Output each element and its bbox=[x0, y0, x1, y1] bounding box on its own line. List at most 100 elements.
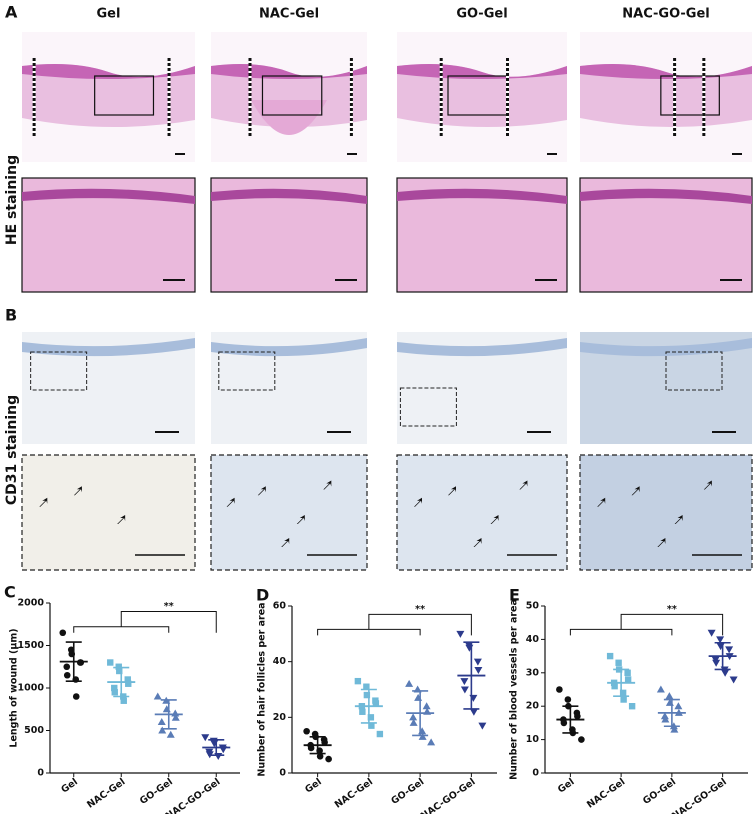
point bbox=[674, 702, 683, 710]
arrow bbox=[414, 497, 422, 507]
point bbox=[427, 738, 436, 746]
significance-label: ** bbox=[415, 604, 425, 615]
point bbox=[63, 671, 71, 679]
roi-box bbox=[399, 387, 457, 427]
column-header: Gel bbox=[97, 7, 121, 22]
point bbox=[473, 658, 482, 666]
y-tick-label: 20 bbox=[273, 712, 287, 723]
point bbox=[564, 696, 572, 703]
point bbox=[59, 629, 67, 637]
significance-bracket bbox=[73, 611, 217, 633]
column-header: NAC-GO-Gel bbox=[622, 7, 709, 22]
roi-box bbox=[261, 75, 323, 116]
y-tick-label: 0 bbox=[279, 768, 286, 779]
point bbox=[660, 712, 669, 720]
point bbox=[469, 708, 478, 716]
arrow bbox=[281, 538, 290, 547]
y-tick-label: 50 bbox=[526, 601, 540, 612]
point bbox=[721, 669, 730, 677]
y-tick-label: 30 bbox=[526, 667, 540, 678]
y-tick-label: 0 bbox=[37, 768, 44, 779]
column-header: NAC-Gel bbox=[259, 7, 319, 22]
panel-label: C bbox=[4, 583, 16, 602]
point bbox=[460, 678, 469, 686]
x-tick-label: NAC-Gel bbox=[585, 776, 627, 810]
arrow bbox=[703, 480, 712, 490]
point bbox=[158, 726, 167, 734]
point bbox=[615, 659, 622, 666]
x-tick-label: NAC-Gel bbox=[333, 776, 375, 810]
column-header: GO-Gel bbox=[456, 7, 507, 22]
point bbox=[729, 676, 738, 684]
arrow bbox=[519, 480, 528, 490]
arrow bbox=[73, 486, 82, 496]
significance-label: ** bbox=[164, 601, 174, 612]
x-tick-label: GO-Gel bbox=[138, 776, 175, 807]
point bbox=[712, 659, 721, 667]
point bbox=[422, 702, 431, 710]
tissue bbox=[22, 64, 195, 128]
point bbox=[354, 677, 362, 685]
point bbox=[606, 652, 614, 660]
epidermis bbox=[22, 188, 195, 204]
point bbox=[316, 753, 324, 760]
point bbox=[478, 722, 487, 730]
point bbox=[418, 732, 427, 740]
point bbox=[153, 692, 162, 700]
x-tick-label: Gel bbox=[59, 776, 80, 795]
significance-bracket bbox=[569, 613, 724, 636]
point bbox=[359, 708, 366, 715]
point bbox=[670, 725, 679, 733]
cd31-zoom bbox=[210, 454, 368, 571]
y-tick-label: 1500 bbox=[18, 640, 45, 651]
point bbox=[716, 636, 725, 644]
arrow bbox=[473, 538, 482, 547]
point bbox=[107, 659, 114, 666]
arrow bbox=[597, 497, 606, 507]
point bbox=[556, 686, 563, 693]
x-tick-label: Gel bbox=[556, 776, 577, 795]
point bbox=[125, 680, 132, 687]
cd31-zoom bbox=[396, 454, 568, 571]
point bbox=[166, 730, 175, 738]
arrow bbox=[226, 497, 235, 507]
roi-box bbox=[30, 351, 88, 391]
y-axis-label: Length of wound (μm) bbox=[9, 628, 20, 747]
point bbox=[115, 663, 122, 670]
roi-box bbox=[218, 351, 276, 391]
point bbox=[665, 692, 674, 700]
point bbox=[120, 697, 127, 704]
cd31-zoom bbox=[21, 454, 196, 571]
point bbox=[624, 676, 632, 683]
tissue bbox=[580, 64, 752, 128]
point bbox=[307, 744, 315, 752]
epidermis bbox=[580, 188, 752, 204]
panel-label: E bbox=[509, 586, 520, 605]
y-tick-label: 20 bbox=[526, 701, 540, 712]
y-tick-label: 60 bbox=[273, 601, 287, 612]
point bbox=[72, 693, 80, 700]
point bbox=[619, 689, 627, 697]
arrow bbox=[490, 515, 499, 524]
arrow bbox=[39, 497, 48, 507]
point bbox=[409, 718, 418, 726]
roi-box bbox=[660, 75, 720, 116]
point bbox=[363, 683, 370, 690]
point bbox=[620, 696, 627, 703]
point bbox=[725, 646, 734, 654]
y-tick-label: 10 bbox=[526, 734, 540, 745]
x-tick-label: GO-Gel bbox=[641, 776, 678, 807]
point bbox=[656, 685, 665, 693]
panel-label: B bbox=[5, 306, 17, 325]
point bbox=[367, 714, 375, 721]
panel-label: D bbox=[256, 586, 269, 605]
row-label: CD31 staining bbox=[4, 395, 20, 505]
point bbox=[363, 691, 371, 699]
point bbox=[201, 734, 210, 742]
point bbox=[171, 713, 180, 721]
y-tick-label: 2000 bbox=[18, 598, 45, 609]
arrow bbox=[117, 515, 126, 524]
x-tick-label: Gel bbox=[303, 776, 324, 795]
point bbox=[63, 663, 71, 671]
tissue bbox=[397, 64, 567, 128]
